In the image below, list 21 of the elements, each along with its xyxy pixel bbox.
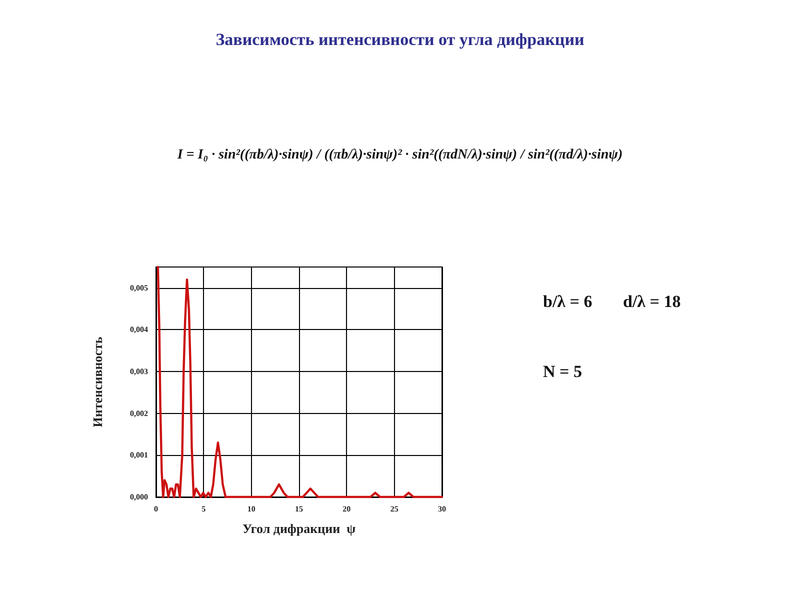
- y-tick-label: 0,002: [130, 408, 148, 418]
- text: I = I₀ · sin²((πb/λ)·sinψ) / ((πb/λ)·sinψ)² · sin²((πdN/λ)·sinψ) / sin²((πd/λ)·sinψ): [176, 148, 623, 162]
- x-tick-label: 5: [202, 504, 206, 514]
- text: N = 5: [543, 362, 582, 381]
- x-tick-label: 10: [247, 504, 256, 514]
- x-tick-label: 20: [342, 504, 351, 514]
- x-tick-label: 0: [154, 504, 158, 514]
- y-tick-label: 0,003: [130, 367, 148, 376]
- y-tick-label: 0,001: [130, 450, 148, 460]
- x-axis-title: Угол дифракции ψ: [242, 521, 356, 536]
- chart-title: Зависимость интенсивности от угла дифракции: [216, 30, 585, 49]
- x-tick-label: 30: [438, 504, 446, 514]
- x-tick-label: 15: [295, 504, 303, 514]
- text: b/λ = 6: [543, 292, 592, 311]
- x-tick-label: 25: [390, 504, 398, 514]
- y-axis-title: Интенсивность: [90, 336, 105, 428]
- line-series: [156, 266, 444, 498]
- text: d/λ = 18: [623, 292, 681, 311]
- y-tick-label: 0,004: [130, 325, 148, 334]
- y-tick-label: 0,005: [130, 283, 148, 292]
- y-tick-label: 0,000: [130, 492, 148, 502]
